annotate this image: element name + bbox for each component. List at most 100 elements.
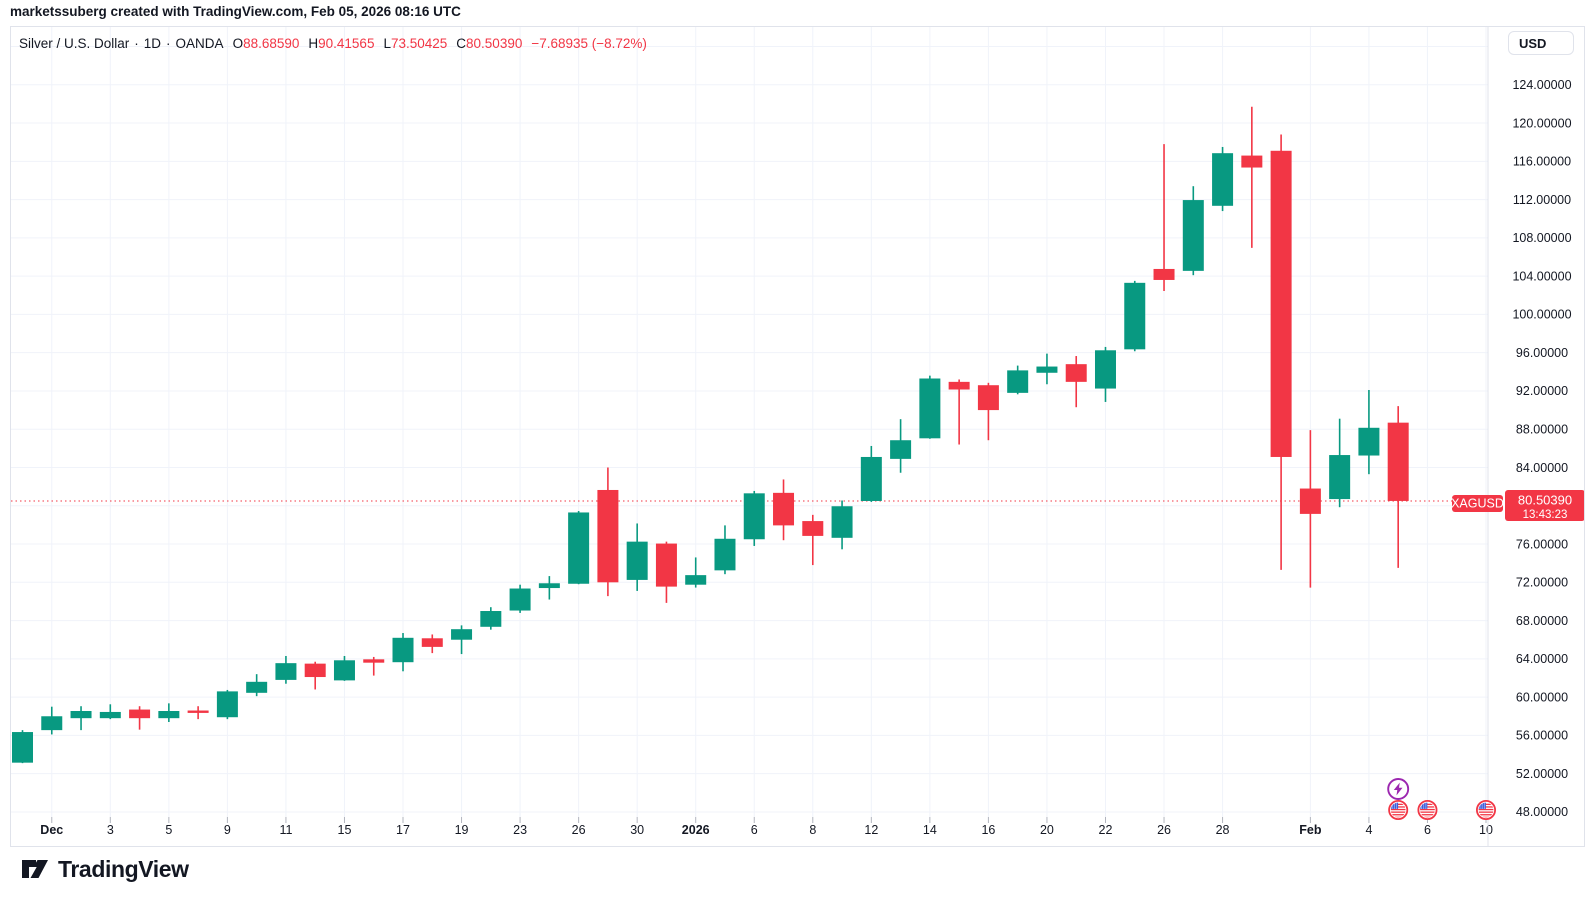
candle xyxy=(187,706,209,720)
candle xyxy=(1153,144,1175,291)
price-axis-label: 76.00000 xyxy=(1516,537,1568,551)
candle xyxy=(743,490,765,546)
candle xyxy=(41,706,63,735)
price-axis-label: 104.00000 xyxy=(1512,269,1571,283)
chart-widget: Dec 3 5 9 11 15 17 19 23 26 30 2026 6 8 12 14 16 20 22 26 28… xyxy=(10,26,1585,847)
legend-separator: · xyxy=(134,36,139,51)
time-axis-label: 26 xyxy=(1157,823,1171,837)
low-value: 73.50425 xyxy=(390,36,448,51)
us-flag-event-icon[interactable] xyxy=(1477,801,1495,819)
current-price-badge: 80.50390 13:43:23 xyxy=(1505,489,1584,521)
candle xyxy=(421,634,443,654)
time-axis-label: 23 xyxy=(513,823,527,837)
price-axis-label: 92.00000 xyxy=(1516,384,1568,398)
tradingview-logo-icon xyxy=(22,860,48,878)
close-value-group: C80.50390 xyxy=(456,36,522,51)
candle xyxy=(802,514,824,566)
candle xyxy=(831,500,853,550)
time-axis-label: 5 xyxy=(165,823,172,837)
candle xyxy=(451,625,473,655)
bar-countdown: 13:43:23 xyxy=(1523,509,1568,521)
price-axis-label: 116.00000 xyxy=(1513,155,1571,169)
price-axis-label: 88.00000 xyxy=(1516,423,1568,437)
economic-event-lightning-icon[interactable] xyxy=(1387,778,1410,800)
close-value: 80.50390 xyxy=(466,36,523,51)
tradingview-logo-text: TradingView xyxy=(58,855,189,882)
candle xyxy=(1358,389,1380,475)
candle xyxy=(12,730,33,764)
us-flag-event-icon[interactable] xyxy=(1418,801,1436,819)
price-axis-label: 108.00000 xyxy=(1512,231,1571,245)
change-value: −7.68935 (−8.72%) xyxy=(531,36,647,51)
open-letter: O xyxy=(232,36,244,51)
time-axis-label: 28 xyxy=(1216,823,1230,837)
price-axis-label: 48.00000 xyxy=(1516,805,1568,819)
candle xyxy=(1212,146,1234,212)
candle xyxy=(216,689,238,720)
candle xyxy=(977,382,999,441)
tradingview-logo: TradingView xyxy=(20,854,189,884)
candle xyxy=(1094,346,1116,402)
time-axis-label: Feb xyxy=(1299,823,1322,837)
candle xyxy=(1387,406,1409,568)
price-axis-label: 60.00000 xyxy=(1516,690,1568,704)
price-axis-label: 64.00000 xyxy=(1516,652,1568,666)
time-axis[interactable] xyxy=(11,817,1488,846)
currency-toggle-button[interactable]: USD xyxy=(1508,31,1574,55)
candle xyxy=(1329,418,1351,508)
candle xyxy=(1036,353,1058,385)
time-axis-label: 15 xyxy=(338,823,352,837)
time-axis-label: 22 xyxy=(1099,823,1113,837)
price-axis-label: 112.00000 xyxy=(1513,193,1571,207)
us-flag-event-icon[interactable] xyxy=(1389,801,1407,819)
candle xyxy=(860,445,882,502)
time-axis-label: 9 xyxy=(224,823,231,837)
time-axis-label: 20 xyxy=(1040,823,1054,837)
candle xyxy=(655,541,677,603)
candle xyxy=(1182,186,1204,276)
candle xyxy=(129,706,151,730)
time-axis-label: 10 xyxy=(1479,823,1493,837)
price-axis-label: 96.00000 xyxy=(1516,346,1568,360)
candle xyxy=(509,584,531,613)
price-axis-label: 84.00000 xyxy=(1516,461,1568,475)
candle xyxy=(246,674,268,697)
candle xyxy=(597,467,619,597)
candle xyxy=(333,655,355,681)
candle xyxy=(773,479,795,541)
candle xyxy=(99,704,121,720)
candle xyxy=(1124,280,1146,352)
close-letter: C xyxy=(456,36,467,51)
time-axis-label: 6 xyxy=(751,823,758,837)
exchange-label: OANDA xyxy=(175,36,224,51)
candle xyxy=(890,419,912,473)
time-axis-label: 11 xyxy=(279,823,292,837)
candle xyxy=(1270,134,1292,570)
candle xyxy=(1007,365,1029,395)
candle xyxy=(919,375,941,439)
symbol-price-flag: XAGUSD xyxy=(1451,494,1504,512)
candle xyxy=(392,633,414,672)
candle xyxy=(480,607,502,630)
time-axis-label: 17 xyxy=(396,823,410,837)
candle xyxy=(158,703,180,723)
symbol-title: Silver / U.S. Dollar xyxy=(19,36,130,51)
symbol-legend: Silver / U.S. Dollar · 1D · OANDA O88.68590 H9… xyxy=(19,36,647,51)
candle xyxy=(304,661,326,690)
candle xyxy=(714,525,736,575)
high-value: 90.41565 xyxy=(318,36,375,51)
high-value-group: H90.41565 xyxy=(308,36,374,51)
price-axis-label: 52.00000 xyxy=(1516,767,1568,781)
low-letter: L xyxy=(383,36,391,51)
candlestick-chart[interactable]: Dec 3 5 9 11 15 17 19 23 26 30 2026 6 8 12 14 16 20 22 26 28… xyxy=(11,27,1584,846)
time-axis-label: 2026 xyxy=(682,823,710,837)
price-axis-label: 120.00000 xyxy=(1512,116,1571,130)
time-axis-label: 30 xyxy=(630,823,644,837)
time-axis-label: 3 xyxy=(107,823,114,837)
svg-text:80.50390: 80.50390 xyxy=(1518,492,1572,507)
candle xyxy=(275,655,297,684)
candle xyxy=(948,379,970,445)
time-axis-label: 4 xyxy=(1365,823,1372,837)
price-axis-label: 100.00000 xyxy=(1512,308,1571,322)
candle xyxy=(626,523,648,591)
